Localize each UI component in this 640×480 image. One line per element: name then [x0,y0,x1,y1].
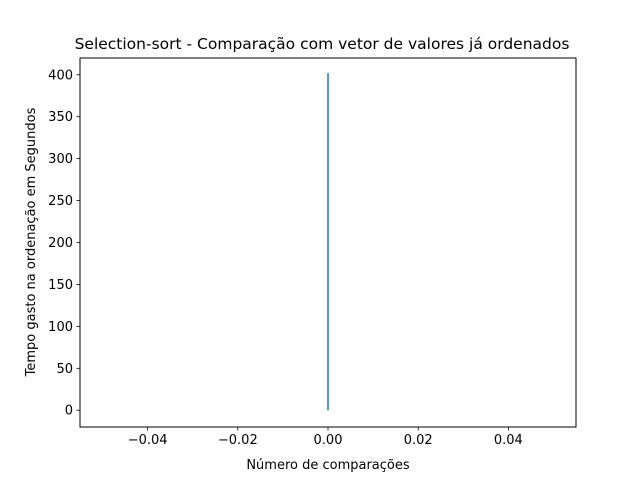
x-ticks: −0.04 −0.02 0.00 0.02 0.04 [128,427,523,448]
y-axis-label: Tempo gasto na ordenação em Segundos [24,107,39,377]
y-tick-label: 350 [48,110,73,125]
x-tick-label: 0.02 [404,433,433,448]
x-axis-label: Número de comparações [246,458,410,473]
x-tick-label: −0.02 [218,433,258,448]
y-tick-label: 100 [48,320,73,335]
x-tick-label: 0.00 [314,433,343,448]
y-tick-label: 150 [48,278,73,293]
y-tick-label: 250 [48,194,73,209]
y-tick-label: 50 [56,362,73,377]
y-tick-label: 400 [48,68,73,83]
chart-title: Selection-sort - Comparação com vetor de… [75,35,570,53]
y-tick-label: 300 [48,152,73,167]
y-tick-label: 0 [65,404,73,419]
x-tick-label: 0.04 [494,433,523,448]
plot-frame [79,57,577,428]
y-tick-label: 200 [48,236,73,251]
x-tick-label: −0.04 [128,433,168,448]
y-ticks: 0 50 100 150 200 250 300 350 400 [48,68,80,419]
